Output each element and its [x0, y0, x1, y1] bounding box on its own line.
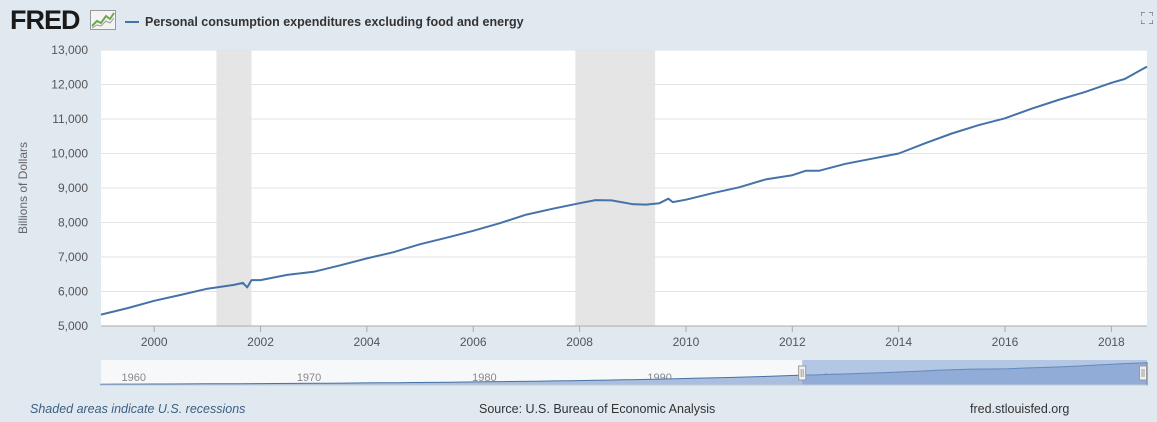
- legend-swatch: [125, 21, 139, 23]
- chart-area: 5,000 6,000 7,000 8,000 9,000 10,000 11,000 12,…: [16, 43, 1148, 386]
- x-tick-label: 2000: [141, 335, 168, 349]
- x-tick-label: 2014: [885, 335, 912, 349]
- y-tick-label: 12,000: [51, 78, 88, 92]
- x-tick-label: 2012: [779, 335, 806, 349]
- range-navigator[interactable]: 196019701980199020002010: [100, 360, 1148, 386]
- line-chart-icon: [90, 10, 116, 30]
- chart-legend: Personal consumption expenditures exclud…: [125, 12, 524, 32]
- y-axis-ticks: 5,000 6,000 7,000 8,000 9,000 10,000 11,000 12,…: [51, 43, 88, 333]
- navigator-tick-label: 1960: [122, 372, 146, 384]
- y-tick-label: 6,000: [58, 285, 88, 299]
- site-link[interactable]: fred.stlouisfed.org: [970, 402, 1070, 416]
- y-tick-label: 5,000: [58, 319, 88, 333]
- navigator-tick-label: 1970: [297, 372, 321, 384]
- navigator-selected-range[interactable]: [802, 360, 1147, 385]
- navigator-handle-left[interactable]: [798, 365, 807, 381]
- y-tick-label: 11,000: [52, 112, 88, 126]
- y-tick-label: 13,000: [51, 43, 88, 57]
- x-axis-ticks: 2000 2002 2004 2006 2008 2010 2012 2014 2016 2018: [141, 326, 1125, 349]
- y-tick-label: 9,000: [58, 181, 88, 195]
- legend-series-label: Personal consumption expenditures exclud…: [145, 15, 524, 29]
- x-tick-label: 2010: [673, 335, 700, 349]
- x-tick-label: 2008: [566, 335, 593, 349]
- chart-header: FRED Personal consumption expenditures e…: [0, 0, 1157, 40]
- x-tick-label: 2018: [1098, 335, 1125, 349]
- y-tick-label: 8,000: [58, 216, 88, 230]
- gridlines: [101, 49, 1147, 327]
- y-tick-label: 10,000: [51, 147, 88, 161]
- navigator-handle-grip[interactable]: [1139, 365, 1147, 381]
- navigator-tick-label: 1980: [472, 372, 496, 384]
- x-tick-label: 2002: [247, 335, 274, 349]
- source-note: Source: U.S. Bureau of Economic Analysis: [479, 402, 716, 416]
- y-tick-label: 7,000: [58, 250, 88, 264]
- x-tick-label: 2006: [460, 335, 487, 349]
- x-tick-label: 2016: [992, 335, 1019, 349]
- x-tick-label: 2004: [354, 335, 381, 349]
- navigator-handle-grip[interactable]: [798, 365, 807, 381]
- recession-note: Shaded areas indicate U.S. recessions: [30, 402, 246, 416]
- series-lines: [100, 65, 1148, 316]
- navigator-handle-right[interactable]: [1139, 365, 1147, 381]
- series-line-0: [100, 65, 1148, 316]
- y-axis-label: Billions of Dollars: [16, 142, 30, 234]
- fred-logo[interactable]: FRED: [10, 5, 80, 35]
